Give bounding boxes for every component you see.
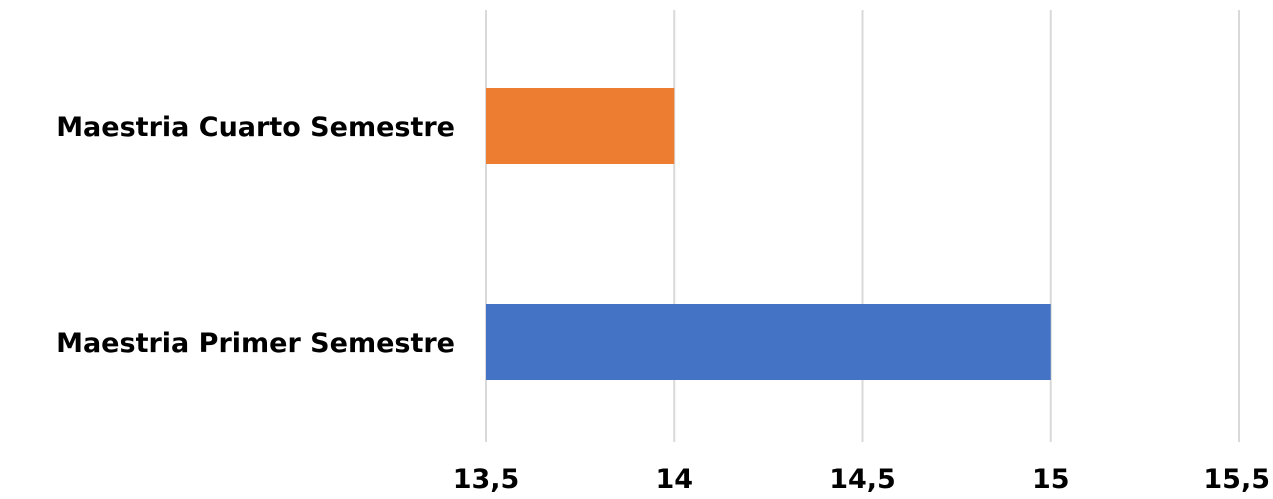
x-tick-label: 14,5	[829, 464, 896, 495]
category-label: Maestria Cuarto Semestre	[56, 112, 455, 143]
x-tick-label: 13,5	[453, 464, 520, 495]
category-label: Maestria Primer Semestre	[56, 328, 455, 359]
bar-1	[486, 304, 1051, 380]
category-labels: Maestria Cuarto Semestre Maestria Primer …	[56, 112, 455, 359]
bars	[486, 88, 1051, 380]
x-axis-tick-labels: 13,5 14 14,5 15 15,5	[453, 464, 1270, 495]
x-tick-label: 15	[1032, 464, 1070, 495]
bar-0	[486, 88, 675, 164]
x-tick-label: 15,5	[1203, 464, 1270, 495]
x-tick-label: 14	[655, 464, 693, 495]
